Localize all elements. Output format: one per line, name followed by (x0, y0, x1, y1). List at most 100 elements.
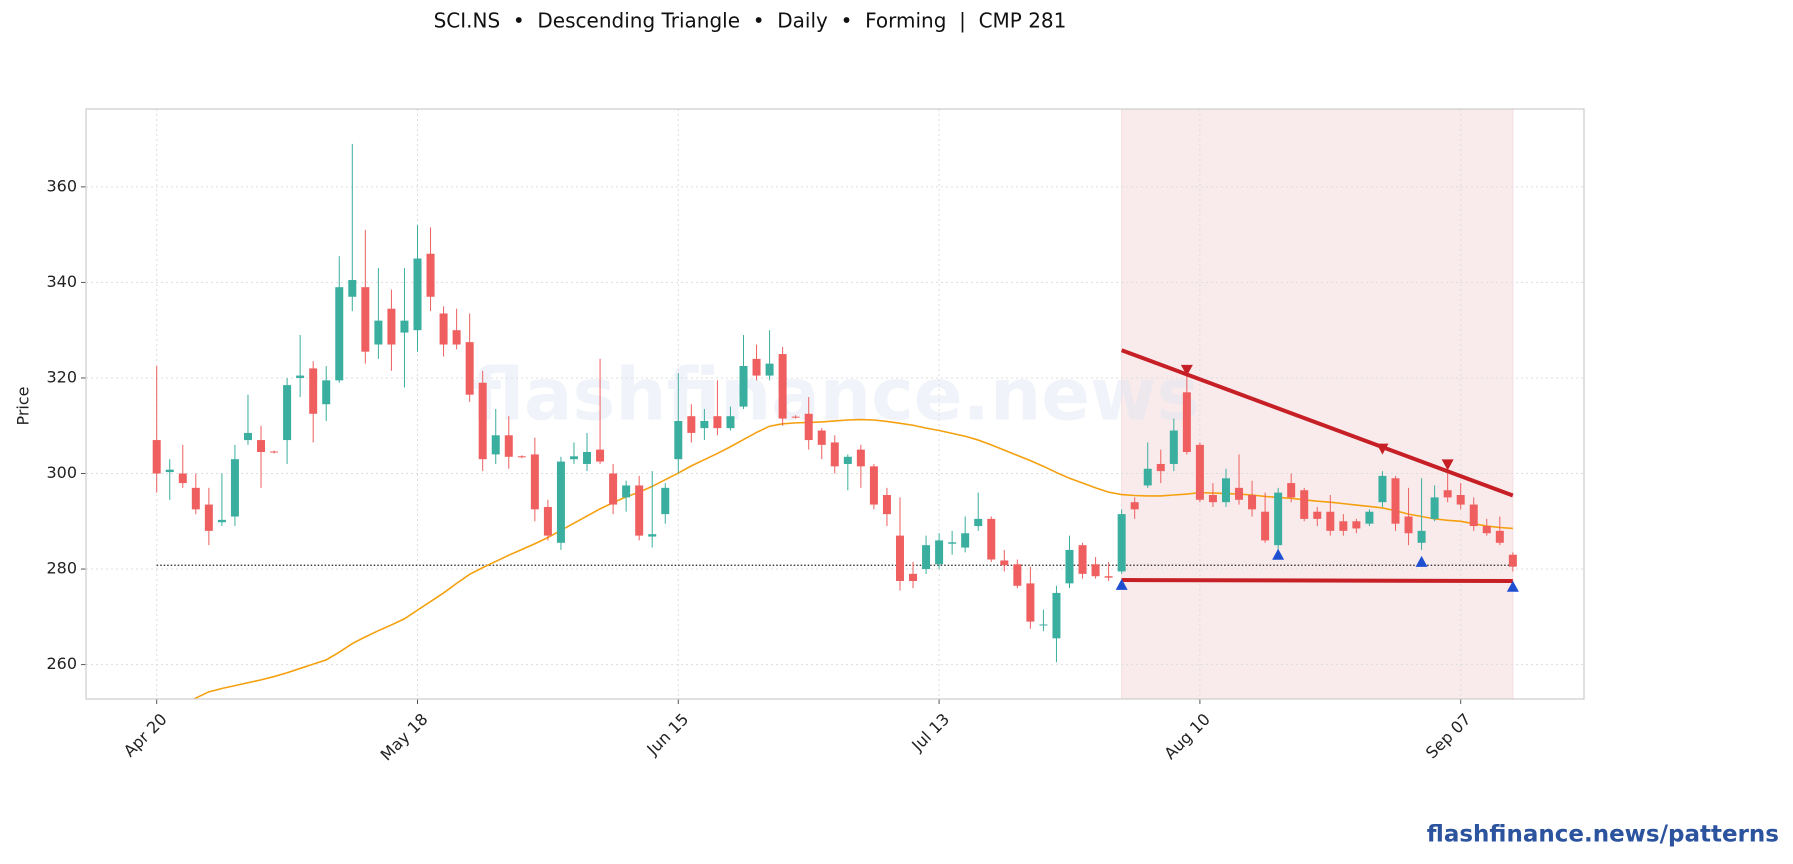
candle-body (1339, 521, 1348, 531)
candle-body (687, 416, 696, 433)
candle-body (283, 385, 292, 441)
candle-body (569, 456, 578, 460)
candle-body (713, 416, 722, 429)
x-tick-label: Jul 13 (907, 710, 953, 756)
candle-body (1052, 592, 1061, 639)
candle-body (296, 375, 305, 378)
candle-body (1221, 478, 1230, 503)
candle-body (478, 382, 487, 460)
candle-body (1430, 497, 1439, 519)
watermark: flashfinance.news (471, 353, 1200, 437)
candle-body (348, 280, 357, 297)
candle-body (1352, 521, 1361, 529)
plot-area: flashfinance.news 260 280 300 320 340 360 Apr 2… (46, 108, 1585, 765)
candle-body (217, 519, 226, 523)
candle-body (674, 420, 683, 460)
candle-body (1482, 526, 1491, 534)
chart-title: SCI.NS • Descending Triangle • Daily • F… (434, 9, 1067, 33)
candle-body (152, 440, 161, 474)
candle-body (1261, 511, 1270, 541)
candle-body (257, 440, 266, 453)
candle-body (1365, 511, 1374, 524)
candle-body (491, 435, 500, 455)
x-tick-label: Sep 07 (1422, 710, 1475, 763)
candle-body (935, 540, 944, 565)
candle-body (556, 461, 565, 543)
candle-body (778, 354, 787, 419)
candle-body (1391, 478, 1400, 524)
candle-body (1117, 514, 1126, 572)
candle-body (700, 420, 709, 429)
candle-body (374, 320, 383, 345)
trough-marker (1415, 555, 1428, 567)
candle-body (948, 542, 957, 544)
candle-body (1104, 576, 1113, 578)
candle-body (1195, 444, 1204, 500)
trough-marker (1115, 578, 1128, 590)
candle-body (517, 456, 526, 458)
candle-body (739, 366, 748, 407)
candle-body (413, 258, 422, 331)
peak-marker (1180, 364, 1193, 376)
trough-marker (1272, 548, 1285, 560)
candle-body (1065, 549, 1074, 584)
candle-body (204, 504, 213, 531)
y-tick-label: 360 (46, 176, 77, 195)
candle-body (974, 518, 983, 527)
candle-body (465, 342, 474, 395)
candle-body (1378, 475, 1387, 503)
candle-body (165, 469, 174, 473)
candle-body (895, 535, 904, 581)
candle-body (1508, 554, 1517, 567)
candle-body (726, 416, 735, 429)
candle-body (1130, 502, 1139, 510)
candle-body (1404, 516, 1413, 534)
candle-body (335, 287, 344, 381)
y-tick-label: 260 (46, 654, 77, 673)
candle-body (543, 506, 552, 536)
candle-body (1039, 624, 1048, 626)
candle-body (178, 473, 187, 484)
candle-body (583, 452, 592, 464)
candle-body (648, 534, 657, 537)
candle-body (452, 330, 461, 345)
candle-body (1078, 545, 1087, 574)
trough-marker (1506, 580, 1519, 592)
candle-body (1495, 530, 1504, 543)
candle-body (1443, 490, 1452, 498)
candle-body (1313, 511, 1322, 519)
candle-body (400, 320, 409, 333)
candle-body (752, 358, 761, 376)
y-axis-label: Price (14, 386, 33, 425)
candle-body (1169, 430, 1178, 464)
candle-body (635, 485, 644, 536)
candle-body (1469, 504, 1478, 527)
candle-body (1091, 564, 1100, 577)
candle-body (817, 430, 826, 445)
peak-marker (1441, 459, 1454, 471)
y-tick-label: 280 (46, 559, 77, 578)
x-tick-label: May 18 (377, 710, 432, 765)
y-tick-label: 340 (46, 272, 77, 291)
candle-body (1182, 392, 1191, 453)
candle-body (504, 435, 513, 457)
candle-body (843, 456, 852, 464)
x-tick-label: Aug 10 (1160, 710, 1214, 764)
candle-body (361, 287, 370, 352)
candle-body (1143, 468, 1152, 486)
candle-body (1274, 492, 1283, 546)
x-tick-label: Jun 15 (642, 710, 692, 760)
candle-body (804, 413, 813, 441)
candle-body (439, 313, 448, 345)
candle-body (1156, 463, 1165, 472)
candle-body (1235, 487, 1244, 500)
candle-body (1417, 530, 1426, 543)
footer-link: flashfinance.news/patterns (1427, 822, 1779, 848)
candle-body (230, 459, 239, 517)
candle-body (1248, 495, 1257, 510)
candle-body (791, 416, 800, 418)
candle-body (1026, 583, 1035, 622)
candle-body (1456, 495, 1465, 505)
candle-body (596, 449, 605, 462)
candle-body (1300, 490, 1309, 519)
